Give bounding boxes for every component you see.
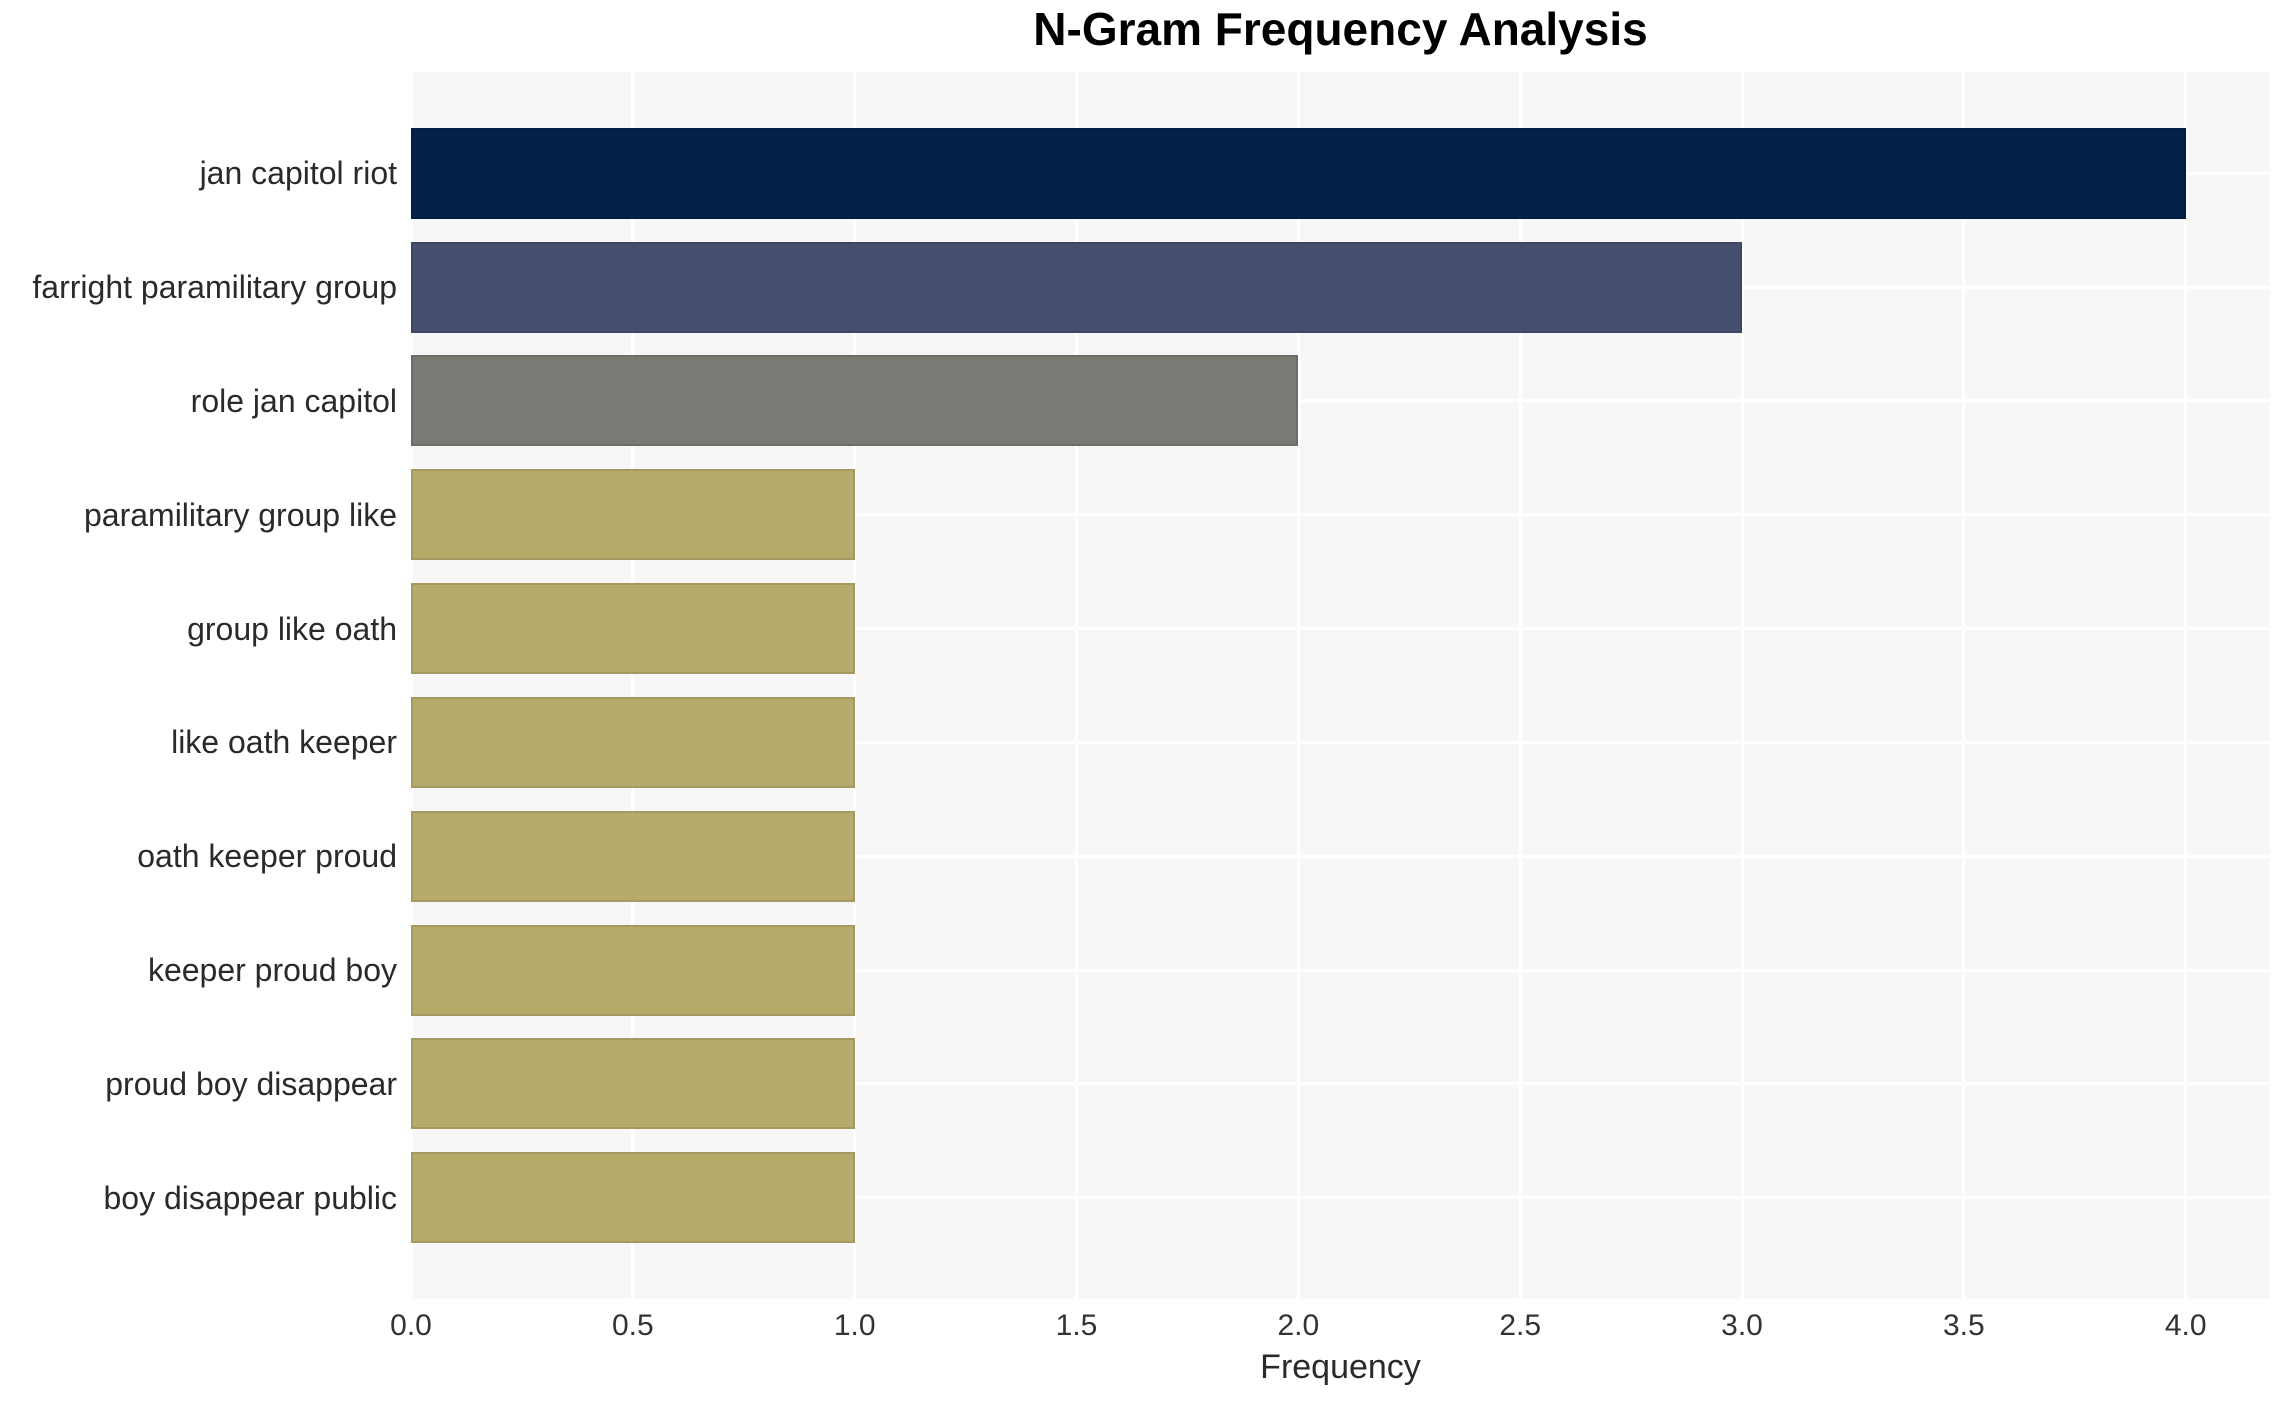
x-tick-label: 3.5 xyxy=(1943,1309,1985,1342)
x-tick-label: 4.0 xyxy=(2164,1309,2207,1342)
gridline-horizontal xyxy=(411,513,2270,517)
gridline-vertical xyxy=(853,72,857,1299)
bar-1 xyxy=(411,127,2186,219)
bar-4 xyxy=(411,469,855,561)
y-axis-labels: jan capitol riot farright paramilitary gr… xyxy=(0,72,411,1299)
gridline-vertical xyxy=(409,72,413,1299)
x-tick-label: 1.0 xyxy=(833,1309,876,1342)
gridline-vertical xyxy=(631,72,635,1299)
gridline-horizontal xyxy=(411,854,2270,858)
gridline-vertical xyxy=(1962,72,1966,1299)
category-label: role jan capitol xyxy=(190,382,397,419)
gridline-horizontal xyxy=(411,740,2270,744)
gridline-horizontal xyxy=(411,1196,2270,1200)
bar-3 xyxy=(411,355,1299,447)
gridline-horizontal xyxy=(411,1082,2270,1086)
gridline-vertical xyxy=(1296,72,1300,1299)
bar-10 xyxy=(411,1152,855,1244)
category-label: like oath keeper xyxy=(171,724,397,761)
category-label: paramilitary group like xyxy=(83,496,397,533)
gridline-horizontal xyxy=(411,968,2270,972)
gridline-vertical xyxy=(1740,72,1744,1299)
x-axis: 0.0 0.5 1.0 1.5 2.0 2.5 3.0 3.5 4.0 xyxy=(390,1299,2270,1351)
category-label: proud boy disappear xyxy=(105,1065,397,1102)
bar-8 xyxy=(411,924,855,1016)
x-axis-title: Frequency xyxy=(1260,1348,1421,1386)
gridline-vertical xyxy=(1075,72,1078,1299)
gridline-vertical xyxy=(2184,72,2188,1299)
gridline-vertical xyxy=(1518,72,1522,1299)
category-label: jan capitol riot xyxy=(199,155,397,192)
bar-2 xyxy=(411,241,1743,333)
bar-5 xyxy=(411,583,855,675)
bar-9 xyxy=(411,1038,855,1130)
gridline-horizontal xyxy=(411,627,2270,631)
x-tick-label: 2.0 xyxy=(1277,1309,1320,1342)
bar-6 xyxy=(411,696,855,788)
category-label: keeper proud boy xyxy=(147,952,397,989)
plot-area xyxy=(409,72,2270,1299)
x-tick-label: 3.0 xyxy=(1721,1309,1763,1342)
chart-title: N-Gram Frequency Analysis xyxy=(1033,3,1648,55)
gridline-horizontal xyxy=(411,399,2270,403)
bar-7 xyxy=(411,810,855,902)
x-tick-label: 1.5 xyxy=(1055,1309,1098,1342)
category-label: boy disappear public xyxy=(103,1179,397,1216)
category-label: group like oath xyxy=(187,610,397,647)
category-label: oath keeper proud xyxy=(137,838,397,875)
category-label: farright paramilitary group xyxy=(32,269,397,306)
x-tick-label: 0.0 xyxy=(390,1309,432,1342)
x-tick-label: 0.5 xyxy=(611,1309,654,1342)
x-tick-label: 2.5 xyxy=(1499,1309,1542,1342)
